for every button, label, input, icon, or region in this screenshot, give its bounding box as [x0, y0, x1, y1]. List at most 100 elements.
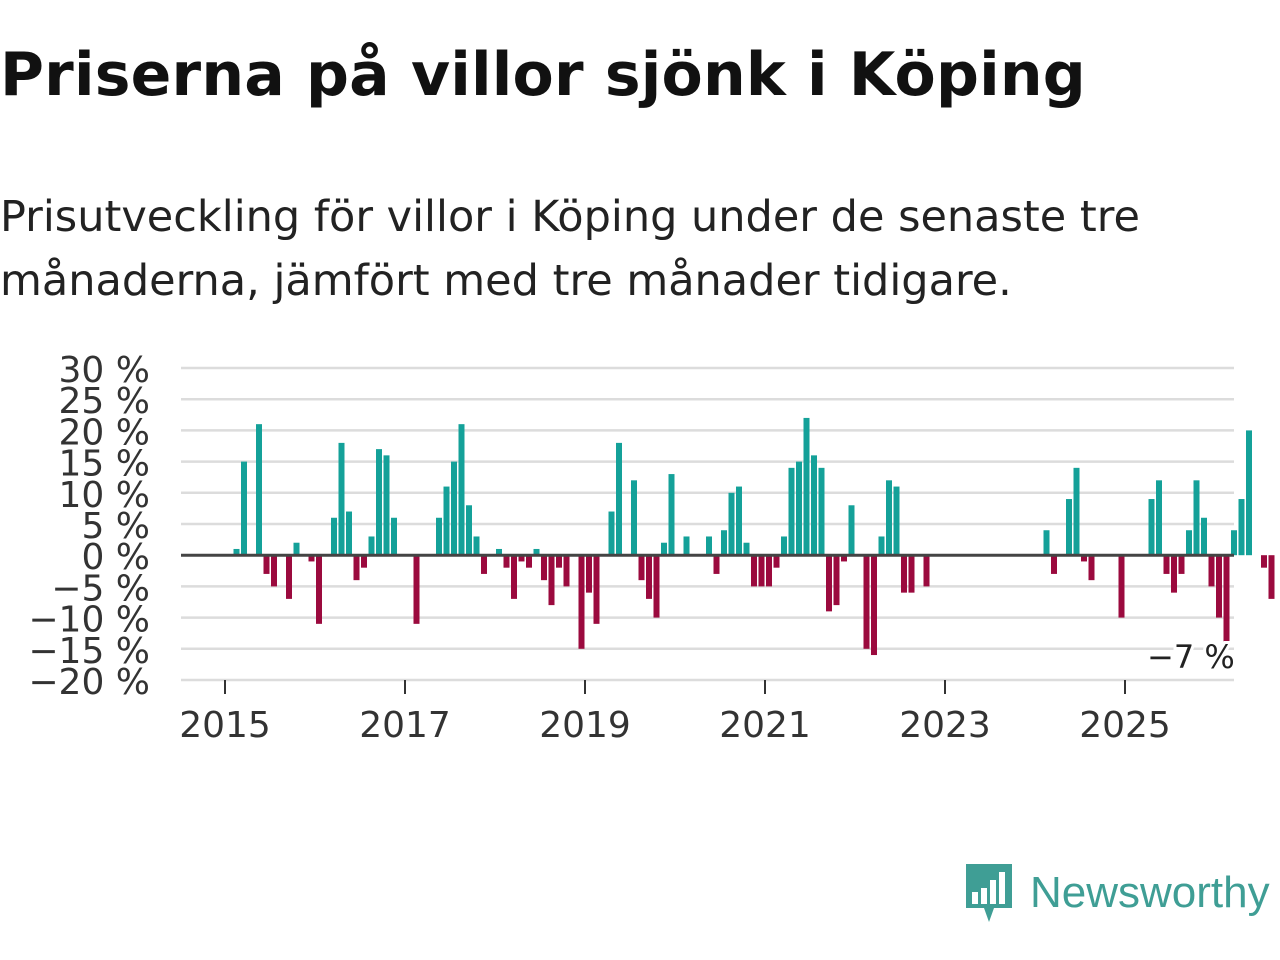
bar [901, 555, 907, 593]
bar [481, 555, 487, 574]
bar [233, 548, 240, 556]
x-tick-label: 2023 [899, 705, 991, 746]
bar [796, 461, 802, 556]
bar [518, 555, 525, 562]
bar [1246, 430, 1252, 556]
bar [608, 511, 615, 556]
bar [1268, 555, 1275, 599]
bar [458, 424, 465, 556]
bar [548, 555, 555, 606]
bars [233, 417, 1275, 656]
bar [713, 555, 720, 574]
bar [1081, 555, 1087, 562]
x-tick-label: 2019 [539, 705, 631, 746]
bar [541, 555, 547, 581]
bar [1171, 555, 1177, 593]
bar [1163, 555, 1170, 574]
bar [758, 555, 765, 587]
bar [833, 555, 840, 606]
bar [286, 555, 292, 599]
bar [1178, 555, 1185, 574]
chart-subtitle: Prisutveckling för villor i Köping under… [0, 192, 1140, 306]
bar [706, 536, 712, 556]
bar [1073, 467, 1080, 556]
last-value-annotation: −7 % [1147, 638, 1235, 676]
bar [653, 555, 660, 618]
bar [1238, 499, 1245, 556]
bar [803, 417, 810, 556]
bar [908, 555, 915, 593]
bar [593, 555, 600, 624]
bar [503, 555, 510, 568]
bar [638, 555, 645, 581]
y-axis-labels: 30 %25 %20 %15 %10 %5 %0 %−5 %−10 %−15 %… [28, 350, 150, 703]
bar [721, 530, 727, 556]
bar [271, 555, 277, 587]
bar [923, 555, 930, 587]
bar [1261, 555, 1267, 568]
bar [773, 555, 780, 568]
bar [766, 555, 772, 587]
bar [533, 548, 540, 556]
bar [466, 505, 472, 556]
y-tick-label: 15 % [59, 444, 150, 485]
bar [668, 474, 675, 556]
bar [616, 442, 622, 556]
bar [308, 555, 315, 562]
bar [781, 536, 787, 556]
bar [1148, 499, 1155, 556]
y-tick-label: −10 % [28, 600, 150, 641]
y-tick-label: 30 % [59, 350, 150, 391]
bar [631, 480, 637, 556]
y-tick-label: 5 % [81, 506, 150, 547]
bar [1231, 530, 1237, 556]
bar [473, 536, 480, 556]
bar [871, 555, 877, 656]
x-axis: 2015 2017 2019 2021 2023 2025 [179, 680, 1171, 746]
newsworthy-logo-icon [966, 864, 1012, 922]
bar [1043, 530, 1050, 556]
x-tick-label: 2025 [1079, 705, 1171, 746]
bar [293, 542, 300, 556]
bar [451, 461, 457, 556]
bar [436, 517, 442, 556]
bar [1216, 555, 1222, 618]
bar [556, 555, 562, 568]
bar [863, 555, 870, 649]
y-tick-label: −5 % [51, 568, 150, 609]
bar [848, 505, 855, 556]
bar [361, 555, 367, 568]
y-tick-label: 25 % [59, 381, 150, 422]
y-tick-label: 20 % [59, 412, 150, 453]
x-tick-label: 2015 [179, 705, 271, 746]
bar [736, 486, 742, 556]
y-tick-label: 10 % [59, 475, 150, 516]
brand-logo: Newsworthy [964, 862, 1270, 924]
bar [256, 424, 262, 556]
bar [818, 467, 825, 556]
y-tick-label: −15 % [28, 631, 150, 672]
bar [743, 542, 750, 556]
bar [788, 467, 795, 556]
y-tick-label: 0 % [81, 537, 150, 578]
bar [1051, 555, 1057, 574]
bar [893, 486, 900, 556]
bar [1088, 555, 1095, 581]
bar [496, 548, 502, 556]
x-tick-label: 2021 [719, 705, 811, 746]
bar [1118, 555, 1125, 618]
bar [346, 511, 352, 556]
bar [751, 555, 757, 587]
bar [353, 555, 360, 581]
brand-name: Newsworthy [1030, 868, 1270, 917]
bar [661, 542, 667, 556]
bar [1066, 499, 1072, 556]
bar [683, 536, 690, 556]
gridlines [181, 366, 1234, 682]
chart-title: Priserna på villor sjönk i Köping [0, 40, 1086, 110]
bar [578, 555, 585, 649]
bar [1193, 480, 1200, 556]
bar [728, 492, 735, 556]
bar [878, 536, 885, 556]
bar [1201, 517, 1207, 556]
